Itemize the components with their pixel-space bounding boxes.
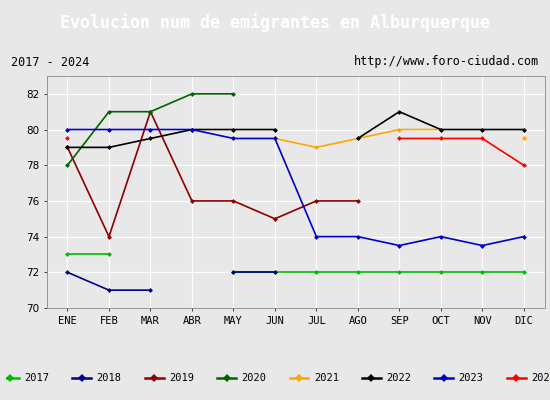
Text: 2019: 2019 xyxy=(169,373,194,383)
Text: Evolucion num de emigrantes en Alburquerque: Evolucion num de emigrantes en Alburquer… xyxy=(60,14,490,32)
Text: 2023: 2023 xyxy=(459,373,483,383)
Text: 2022: 2022 xyxy=(386,373,411,383)
Text: 2017: 2017 xyxy=(24,373,50,383)
Text: 2024: 2024 xyxy=(531,373,550,383)
Text: 2018: 2018 xyxy=(97,373,122,383)
Text: http://www.foro-ciudad.com: http://www.foro-ciudad.com xyxy=(354,56,539,68)
Text: 2020: 2020 xyxy=(241,373,267,383)
Text: 2021: 2021 xyxy=(314,373,339,383)
Text: 2017 - 2024: 2017 - 2024 xyxy=(11,56,89,68)
